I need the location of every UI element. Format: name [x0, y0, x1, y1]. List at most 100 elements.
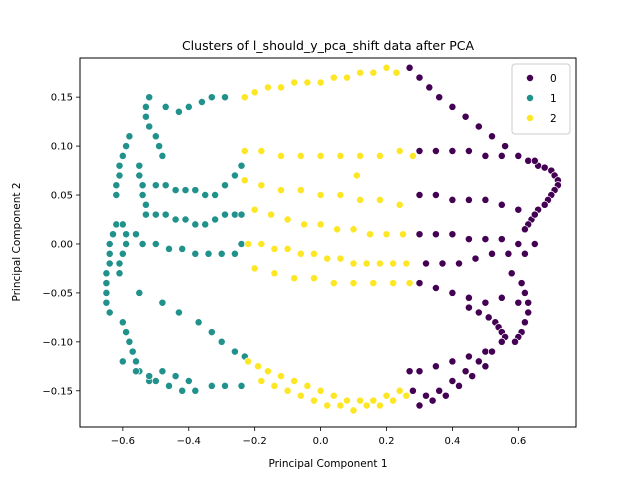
data-point [524, 298, 533, 307]
data-point [464, 352, 473, 361]
data-point [481, 298, 490, 307]
data-point [481, 151, 490, 160]
data-point [270, 244, 279, 253]
data-point [171, 186, 180, 195]
data-point [303, 78, 312, 87]
data-point [497, 337, 506, 346]
data-point [145, 122, 154, 131]
data-point [240, 147, 249, 155]
data-point [461, 112, 470, 121]
data-point [230, 347, 239, 356]
y-tick-label: 0.10 [51, 142, 73, 153]
legend-label: 1 [550, 93, 557, 105]
data-point [356, 396, 365, 405]
plot-points [102, 63, 562, 415]
data-point [333, 225, 342, 234]
data-point [316, 220, 325, 229]
data-point [283, 386, 292, 395]
legend-marker [526, 94, 534, 102]
data-point [112, 181, 121, 190]
data-point [250, 205, 259, 214]
data-point [488, 132, 496, 141]
x-axis-ticks: −0.6 −0.4 −0.2 0.0 0.2 0.4 0.6 [111, 427, 526, 447]
data-point [524, 156, 533, 165]
data-point [336, 254, 345, 263]
data-point [230, 210, 239, 219]
data-point [171, 215, 180, 224]
data-point [514, 151, 523, 160]
data-point [145, 372, 154, 381]
series-0 [405, 63, 562, 410]
data-point [375, 401, 384, 410]
data-point [105, 249, 114, 258]
data-point [530, 156, 539, 165]
data-point [448, 357, 457, 366]
data-point [530, 240, 539, 248]
data-point [125, 337, 134, 346]
data-point [474, 122, 483, 131]
data-point [102, 269, 111, 278]
data-point [155, 142, 164, 151]
legend-label: 0 [550, 73, 557, 85]
data-point [184, 377, 193, 385]
data-point [296, 186, 305, 195]
data-point [520, 249, 529, 258]
data-point [267, 210, 276, 219]
data-point [290, 274, 299, 283]
data-point [461, 367, 470, 376]
data-point [431, 284, 440, 292]
y-tick-label: 0.05 [51, 191, 73, 202]
data-point [408, 151, 417, 160]
data-point [277, 151, 285, 160]
data-point [112, 220, 121, 229]
data-point [244, 240, 253, 248]
data-point [336, 191, 345, 199]
data-point [158, 151, 167, 160]
data-point [511, 337, 519, 346]
series-2 [240, 63, 417, 415]
data-point [464, 293, 473, 302]
data-point [118, 357, 127, 366]
x-tick-label: 0.2 [379, 436, 395, 447]
data-point [207, 328, 216, 337]
data-point [316, 151, 325, 160]
data-point [257, 147, 266, 155]
data-point [530, 210, 539, 219]
data-point [431, 191, 440, 199]
data-point [395, 200, 404, 209]
data-point [122, 142, 131, 151]
data-point [405, 367, 414, 376]
data-point [257, 377, 266, 385]
data-point [514, 240, 523, 248]
data-point [464, 303, 473, 312]
data-point [197, 98, 206, 106]
data-point [415, 367, 424, 376]
data-point [237, 161, 246, 170]
x-tick-label: −0.6 [111, 436, 135, 447]
data-point [448, 102, 457, 111]
data-point [105, 308, 114, 317]
data-point [356, 195, 365, 204]
data-point [484, 313, 493, 322]
data-point [105, 259, 114, 268]
data-point [191, 186, 200, 195]
data-point [300, 220, 309, 229]
data-point [441, 391, 450, 400]
data-point [310, 274, 318, 283]
data-point [415, 191, 424, 199]
data-point [415, 147, 424, 155]
data-point [237, 240, 246, 248]
data-point [303, 381, 312, 390]
y-tick-label: −0.15 [42, 386, 73, 397]
data-point [165, 381, 173, 390]
data-point [207, 381, 216, 390]
data-point [194, 318, 203, 327]
data-point [501, 142, 510, 151]
data-point [514, 205, 523, 214]
data-point [464, 147, 473, 155]
data-point [405, 63, 414, 72]
data-point [323, 401, 332, 410]
data-point [389, 396, 398, 405]
data-point [540, 163, 549, 172]
